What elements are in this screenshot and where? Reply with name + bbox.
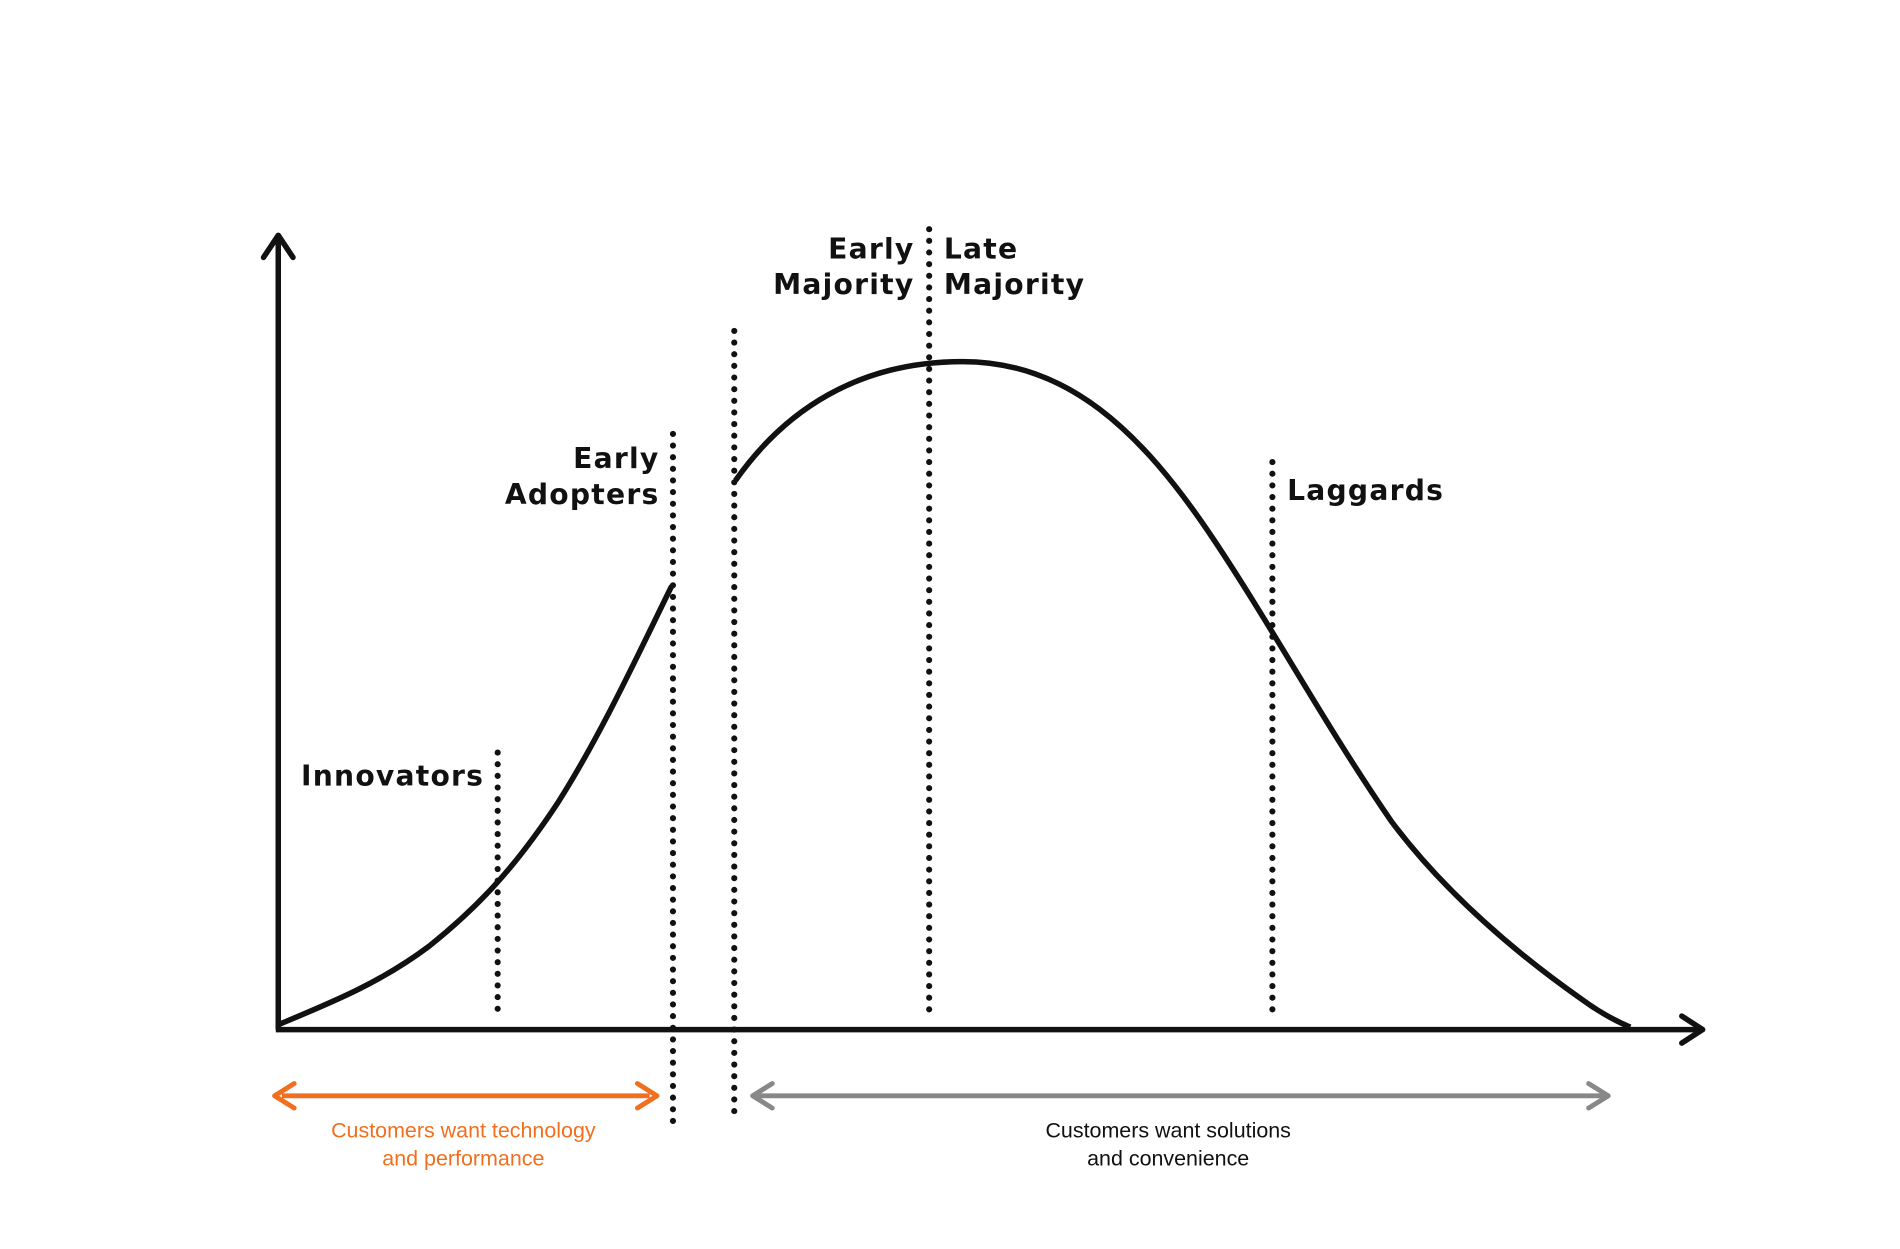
note: and convenience [1087,1147,1249,1171]
curve-left [277,584,675,1028]
orange-arrowhead [272,1081,297,1111]
gray-arrowhead [1586,1081,1611,1111]
segment-label: Majority [944,268,1085,301]
segment-label: Late [944,233,1018,266]
curve-right [733,358,1632,1030]
segment-label: Adopters [505,478,660,511]
note: Customers want solutions [1045,1118,1290,1142]
note: and performance [382,1147,544,1171]
segment-label: Innovators [301,760,484,793]
segment-label: Laggards [1287,474,1444,507]
orange-arrowhead [634,1081,660,1111]
segment-label: Early [573,442,659,475]
gray-arrowhead [750,1081,775,1111]
note: Customers want technology [331,1118,596,1142]
segment-label: Early [828,233,914,266]
x-axis-arrowhead [1679,1013,1706,1046]
y-axis-arrowhead [260,232,296,261]
segment-label: Majority [773,268,914,301]
